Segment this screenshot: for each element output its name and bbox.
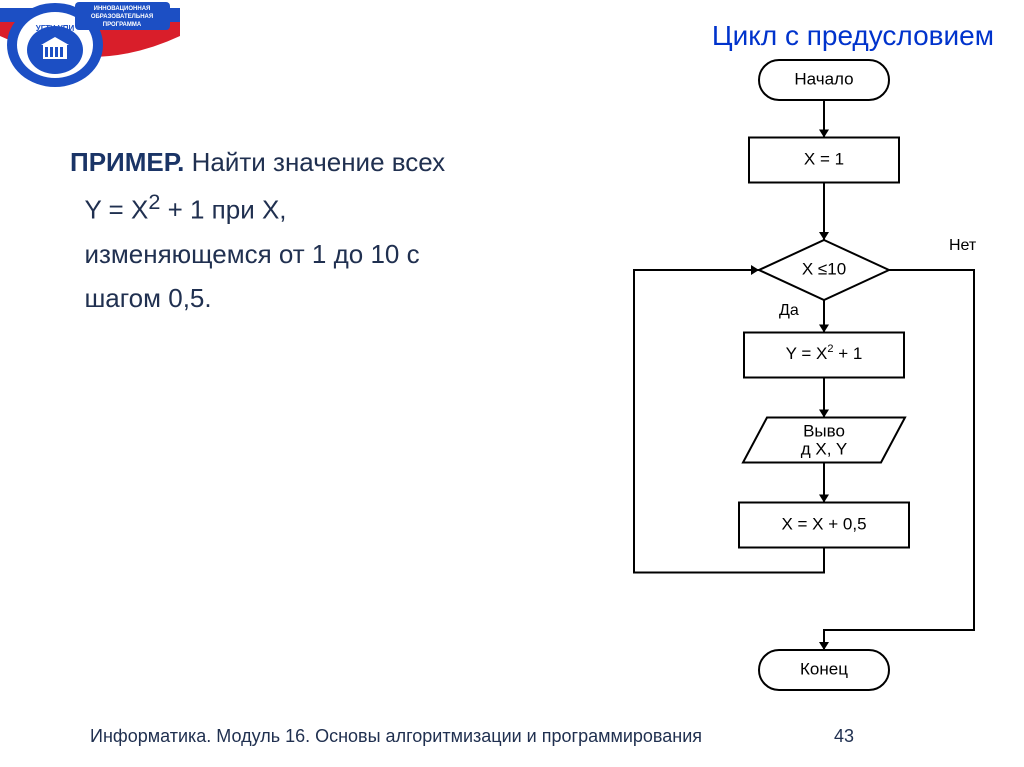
svg-text:Да: Да [779, 302, 799, 319]
example-label: ПРИМЕР. [70, 147, 184, 177]
page-number: 43 [834, 726, 854, 747]
university-logo: УГТУ-УПИ ИННОВАЦИОННАЯ ОБРАЗОВАТЕЛЬНАЯ П… [0, 0, 180, 100]
example-text: ПРИМЕР. Найти значение всех Y = X2 + 1 п… [70, 140, 550, 320]
logo-ugtu-text: УГТУ-УПИ [36, 24, 75, 33]
logo-banner-2: ОБРАЗОВАТЕЛЬНАЯ [91, 14, 153, 20]
svg-text:Y = X2 + 1: Y = X2 + 1 [786, 343, 863, 364]
svg-text:X ≤10: X ≤10 [802, 259, 846, 278]
svg-text:X = X + 0,5: X = X + 0,5 [781, 514, 866, 533]
logo-banner-1: ИННОВАЦИОННАЯ [94, 6, 151, 12]
svg-text:Выво: Выво [803, 421, 845, 440]
svg-text:Нет: Нет [949, 237, 977, 254]
svg-text:X = 1: X = 1 [804, 149, 844, 168]
footer-text: Информатика. Модуль 16. Основы алгоритми… [90, 726, 702, 747]
svg-text:Начало: Начало [794, 69, 853, 88]
svg-text:д X, Y: д X, Y [801, 439, 847, 458]
logo-banner-3: ПРОГРАММА [103, 22, 142, 28]
flowchart: Да Нет Начало X = 1 X ≤10 Y = X2 + 1 Вывод X, … [554, 50, 994, 710]
svg-text:Конец: Конец [800, 659, 848, 678]
page-title: Цикл с предусловием [712, 20, 994, 52]
